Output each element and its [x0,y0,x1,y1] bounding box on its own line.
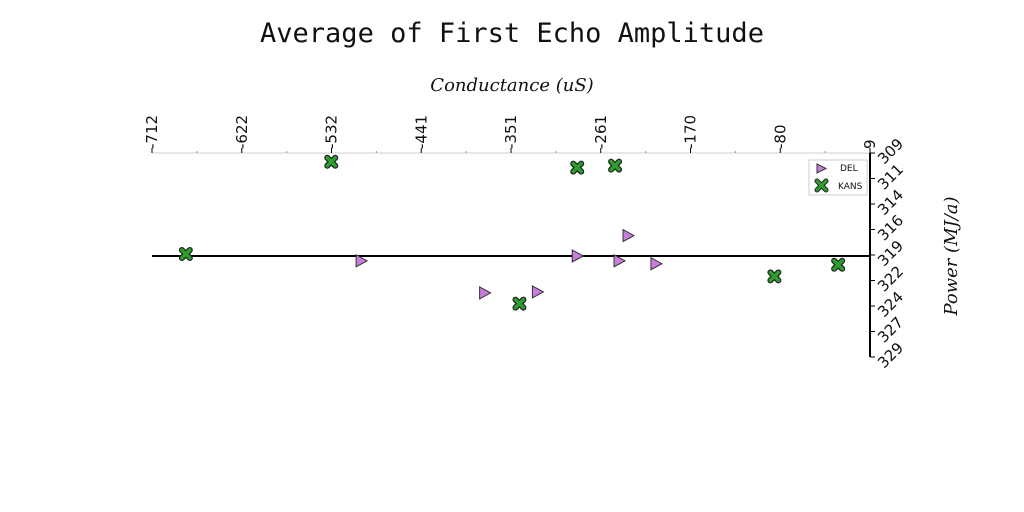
x-tick-label: -441 [412,115,430,149]
legend-del-label: DEL [840,164,858,174]
point-del [531,285,545,299]
point-kans [832,258,844,271]
legend-kans-marker-fill [815,179,828,192]
point-del [571,249,585,263]
x-tick-label: -80 [771,125,789,150]
x-tick-label: 9 [861,139,879,149]
legend: DEL KANS [808,159,868,196]
x-ticks: -712 -622 -532 -441 -351 -261 -170 -80 9 [143,115,879,153]
point-kans [513,297,526,310]
x-tick-label: -170 [682,115,700,149]
x-tick-label: -712 [143,115,161,149]
y-tick-label: 329 [874,339,907,372]
point-del [479,286,492,300]
data-points [178,154,846,311]
x-tick-label: -351 [502,115,520,149]
legend-del-marker [816,163,828,174]
point-kans [325,155,338,168]
point-series-2 [622,228,636,243]
point-del [355,253,369,268]
x-tick-label: -532 [323,115,341,149]
x-axis-label: Conductance (uS) [430,75,593,96]
point-kans [180,248,192,260]
point-kans [768,270,781,283]
legend-kans-label: KANS [838,182,863,192]
point-del [650,256,663,271]
point-kans [609,159,621,172]
point-del [613,253,627,268]
x-tick-label: -261 [592,115,610,149]
y-axis-label: Power (MJ/a) [941,196,962,316]
point-kans [571,161,583,174]
chart-title: Average of First Echo Amplitude [260,18,764,49]
x-tick-label: -622 [233,115,251,149]
